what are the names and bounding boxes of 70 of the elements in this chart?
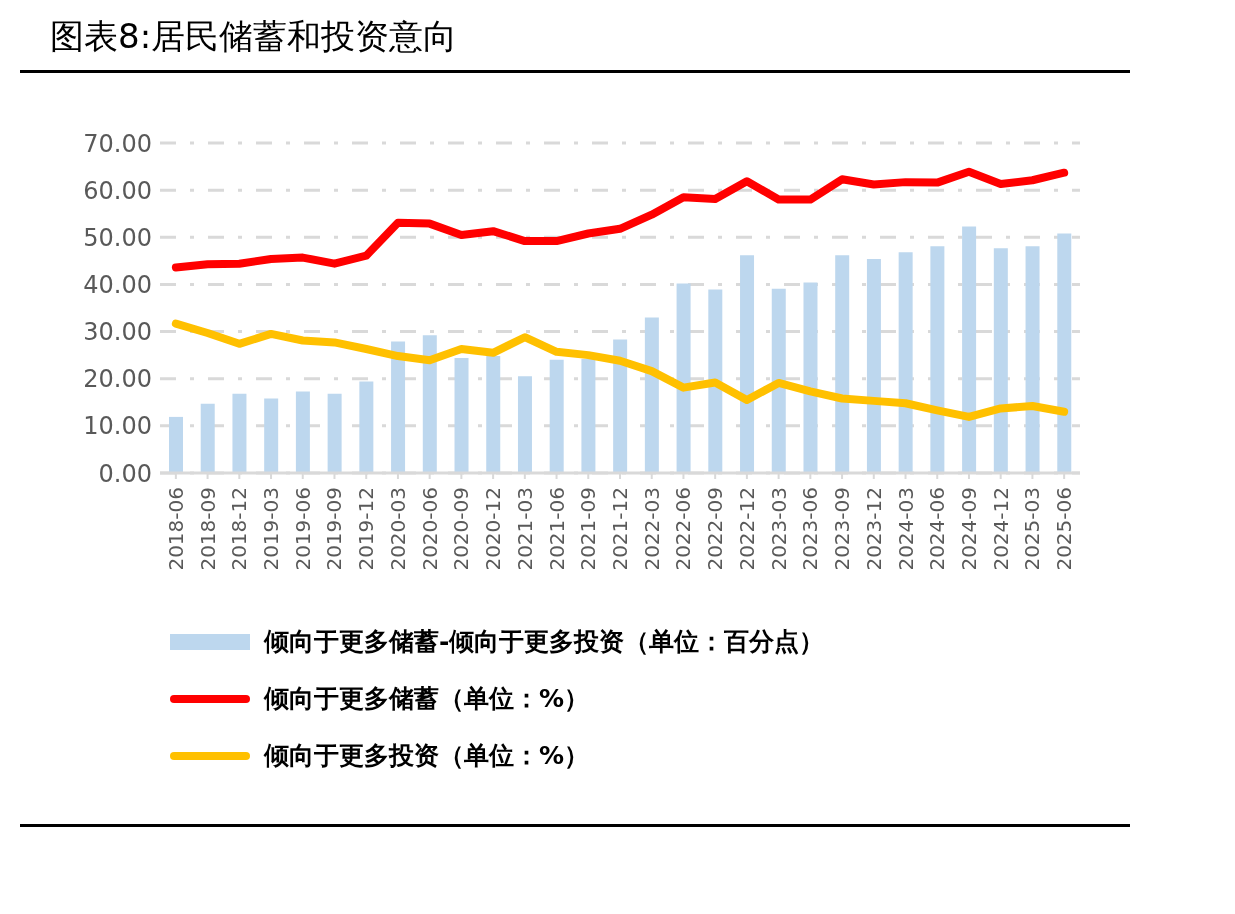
bar: [517, 376, 532, 473]
bar: [549, 359, 564, 473]
x-tick-label: 2020-09: [449, 487, 474, 571]
bar: [962, 226, 977, 473]
x-tick-label: 2021-09: [576, 487, 601, 571]
x-tick-label: 2023-06: [798, 487, 823, 571]
bar: [676, 283, 691, 473]
y-tick-label: 40.00: [83, 270, 152, 299]
x-tick-label: 2021-06: [544, 487, 569, 571]
bar: [264, 398, 279, 473]
x-tick-label: 2019-06: [290, 487, 315, 571]
y-tick-label: 30.00: [83, 318, 152, 347]
bar: [771, 288, 786, 473]
bar: [327, 393, 342, 473]
x-tick-label: 2022-06: [671, 487, 696, 571]
bar: [898, 252, 913, 473]
bar: [866, 258, 881, 473]
bar: [359, 381, 374, 473]
y-tick-label: 70.00: [83, 129, 152, 158]
x-tick-label: 2020-06: [417, 487, 442, 571]
x-tick-label: 2023-03: [766, 487, 791, 571]
x-tick-label: 2022-09: [703, 487, 728, 571]
x-tick-label: 2022-12: [734, 487, 759, 571]
x-tick-label: 2025-06: [1052, 487, 1077, 571]
x-tick-label: 2024-06: [925, 487, 950, 571]
bar: [613, 339, 628, 473]
bar: [169, 416, 183, 473]
bar: [1025, 246, 1040, 473]
bar: [930, 246, 945, 473]
chart-title: 图表8:居民储蓄和投资意向: [20, 8, 1130, 73]
x-tick-label: 2019-09: [322, 487, 347, 571]
legend-label: 倾向于更多储蓄-倾向于更多投资（单位：百分点）: [264, 626, 825, 658]
y-tick-label: 20.00: [83, 365, 152, 394]
bar: [295, 391, 310, 473]
bar: [200, 403, 215, 473]
x-tick-label: 2019-12: [354, 487, 379, 571]
x-tick-label: 2018-12: [227, 487, 252, 571]
y-tick-label: 50.00: [83, 223, 152, 252]
x-tick-label: 2018-09: [195, 487, 220, 571]
bar: [391, 341, 406, 473]
bar: [581, 358, 596, 473]
x-tick-label: 2023-12: [861, 487, 886, 571]
bar: [993, 248, 1008, 473]
bar: [835, 255, 850, 473]
bar: [486, 356, 501, 473]
bar: [740, 255, 755, 473]
bar: [803, 282, 818, 473]
x-tick-label: 2021-03: [512, 487, 537, 571]
bar: [1057, 233, 1072, 473]
x-tick-label: 2021-12: [608, 487, 632, 571]
x-tick-label: 2019-03: [259, 487, 284, 571]
y-tick-label: 60.00: [83, 176, 152, 205]
x-tick-label: 2024-03: [893, 487, 918, 571]
x-tick-label: 2025-03: [1020, 487, 1045, 571]
bar: [644, 317, 659, 473]
legend-label: 倾向于更多储蓄（单位：%）: [264, 683, 590, 715]
x-tick-label: 2024-09: [956, 487, 981, 571]
y-tick-label: 0.00: [98, 459, 152, 488]
bar: [708, 289, 723, 473]
bar: [422, 335, 437, 473]
y-tick-label: 10.00: [83, 412, 152, 441]
bar: [232, 393, 247, 473]
x-tick-label: 2024-12: [988, 487, 1013, 571]
x-tick-label: 2023-09: [830, 487, 855, 571]
x-tick-label: 2020-03: [385, 487, 410, 571]
x-tick-label: 2022-03: [639, 487, 664, 571]
x-tick-label: 2020-12: [481, 487, 506, 571]
x-tick-label: 2018-06: [163, 487, 188, 571]
bar: [454, 357, 469, 473]
legend-label: 倾向于更多投资（单位：%）: [264, 740, 590, 772]
